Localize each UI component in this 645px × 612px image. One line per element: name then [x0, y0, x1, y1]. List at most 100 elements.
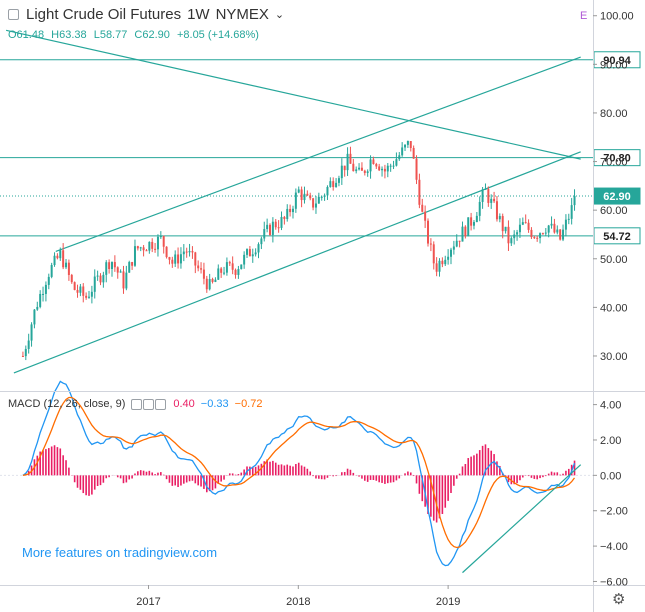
macd-pane [0, 380, 593, 574]
candle-body [510, 238, 513, 244]
chevron-down-icon[interactable]: ⌄ [274, 9, 285, 21]
macd-histogram-bar [384, 475, 386, 484]
candle-body [122, 271, 125, 289]
macd-histogram-bar [266, 459, 268, 476]
indicator-controls[interactable] [131, 398, 167, 410]
candle-body [133, 246, 136, 266]
candle-body [343, 165, 346, 171]
candle-body [332, 181, 335, 188]
trendlines[interactable] [5, 29, 581, 374]
macd-histogram-bar [470, 456, 472, 476]
high-value: H63.38 [51, 29, 87, 41]
candle-body [395, 159, 398, 166]
candle-body [536, 237, 539, 239]
candle-body [223, 272, 226, 274]
macd-histogram-bar [438, 475, 441, 519]
settings-gear-icon[interactable]: ⚙ [612, 591, 626, 608]
exchange-label[interactable]: NYMEX [215, 6, 269, 23]
macd-histogram-bar [211, 475, 214, 491]
candle-body [260, 238, 263, 245]
candle-body [70, 274, 73, 283]
candle-body [159, 236, 162, 238]
macd-histogram-bar [499, 465, 501, 476]
macd-histogram-bar [404, 473, 406, 476]
candle-body [110, 262, 113, 270]
gear-icon[interactable] [143, 398, 155, 410]
candle-body [513, 234, 516, 239]
ohlc-values: O61.48 H63.38 L58.77 C62.90 +8.05 (+14.6… [8, 29, 263, 41]
macd-histogram-bar [415, 475, 418, 484]
macd-histogram-bar [315, 475, 317, 479]
macd-histogram-bar [45, 449, 47, 476]
macd-histogram-bar [562, 473, 564, 476]
candle-body [360, 167, 363, 171]
macd-histogram-bar [53, 445, 56, 476]
macd-histogram-bar [559, 474, 561, 476]
eye-icon[interactable] [131, 398, 143, 410]
macd-histogram-bar [39, 451, 41, 476]
price-tick-label: 60.00 [600, 205, 628, 217]
macd-histogram-bar [286, 464, 289, 476]
macd-histogram-bar [151, 472, 154, 476]
candle-body [283, 216, 286, 220]
candle-body [306, 193, 309, 196]
time-tick-label: 2017 [136, 596, 160, 608]
candle-body [274, 221, 277, 228]
open-value: O61.48 [8, 29, 45, 41]
trendline [55, 56, 581, 253]
macd-histogram-bar [332, 475, 335, 477]
macd-histogram-bar [567, 468, 570, 476]
macd-histogram-bar [447, 475, 449, 501]
macd-histogram-bar [349, 469, 352, 476]
macd-histogram-bar [455, 475, 458, 479]
macd-histogram-bar [318, 475, 320, 479]
candle-body [234, 269, 237, 275]
macd-histogram-bar [243, 469, 245, 476]
macd-histogram-bar [553, 472, 556, 476]
close-icon[interactable] [155, 398, 167, 410]
macd-histogram-bar [171, 475, 174, 486]
candle-body [490, 198, 493, 203]
interval-label[interactable]: 1W [187, 6, 210, 23]
macd-histogram-bar [381, 475, 383, 483]
candle-body [50, 265, 53, 277]
candle-body [105, 262, 108, 275]
macd-histogram-bar [389, 475, 392, 483]
candle-body [455, 240, 458, 247]
macd-histogram-bar [125, 475, 128, 483]
candle-body [438, 260, 441, 272]
macd-histogram-bar [280, 464, 283, 476]
macd-histogram-bar [496, 461, 498, 476]
macd-histogram-bar [487, 448, 490, 476]
candle-body [93, 276, 96, 292]
macd-histogram-bar [99, 475, 102, 486]
candle-body [530, 229, 533, 238]
macd-label[interactable]: MACD (12, 26, close, 9) [8, 398, 126, 410]
candle-body [156, 236, 159, 250]
candle-body [363, 170, 366, 173]
candle-body [136, 246, 139, 249]
candle-body [404, 144, 407, 148]
macd-histogram-bar [361, 475, 363, 479]
candle-body [82, 286, 85, 296]
macd-histogram-bar [533, 475, 536, 479]
macd-histogram-bar [536, 475, 538, 480]
candle-body [67, 262, 70, 275]
macd-histogram-bar [139, 470, 142, 476]
candle-body [211, 279, 214, 282]
candle-body [564, 219, 567, 230]
visibility-checkbox[interactable] [8, 9, 19, 20]
macd-histogram-bar [260, 463, 263, 476]
tradingview-watermark[interactable]: More features on tradingview.com [22, 545, 218, 560]
macd-histogram-bar [197, 475, 199, 486]
macd-histogram-bar [237, 474, 240, 476]
earnings-badge[interactable]: E [580, 10, 588, 22]
macd-histogram-bar [418, 475, 421, 494]
symbol-title[interactable]: Light Crude Oil Futures [26, 6, 182, 23]
macd-histogram-bar [137, 471, 139, 476]
macd-histogram-bar [79, 475, 82, 490]
macd-histogram-bar [300, 465, 303, 476]
candle-body [335, 182, 338, 188]
macd-histogram-bar [185, 475, 188, 483]
